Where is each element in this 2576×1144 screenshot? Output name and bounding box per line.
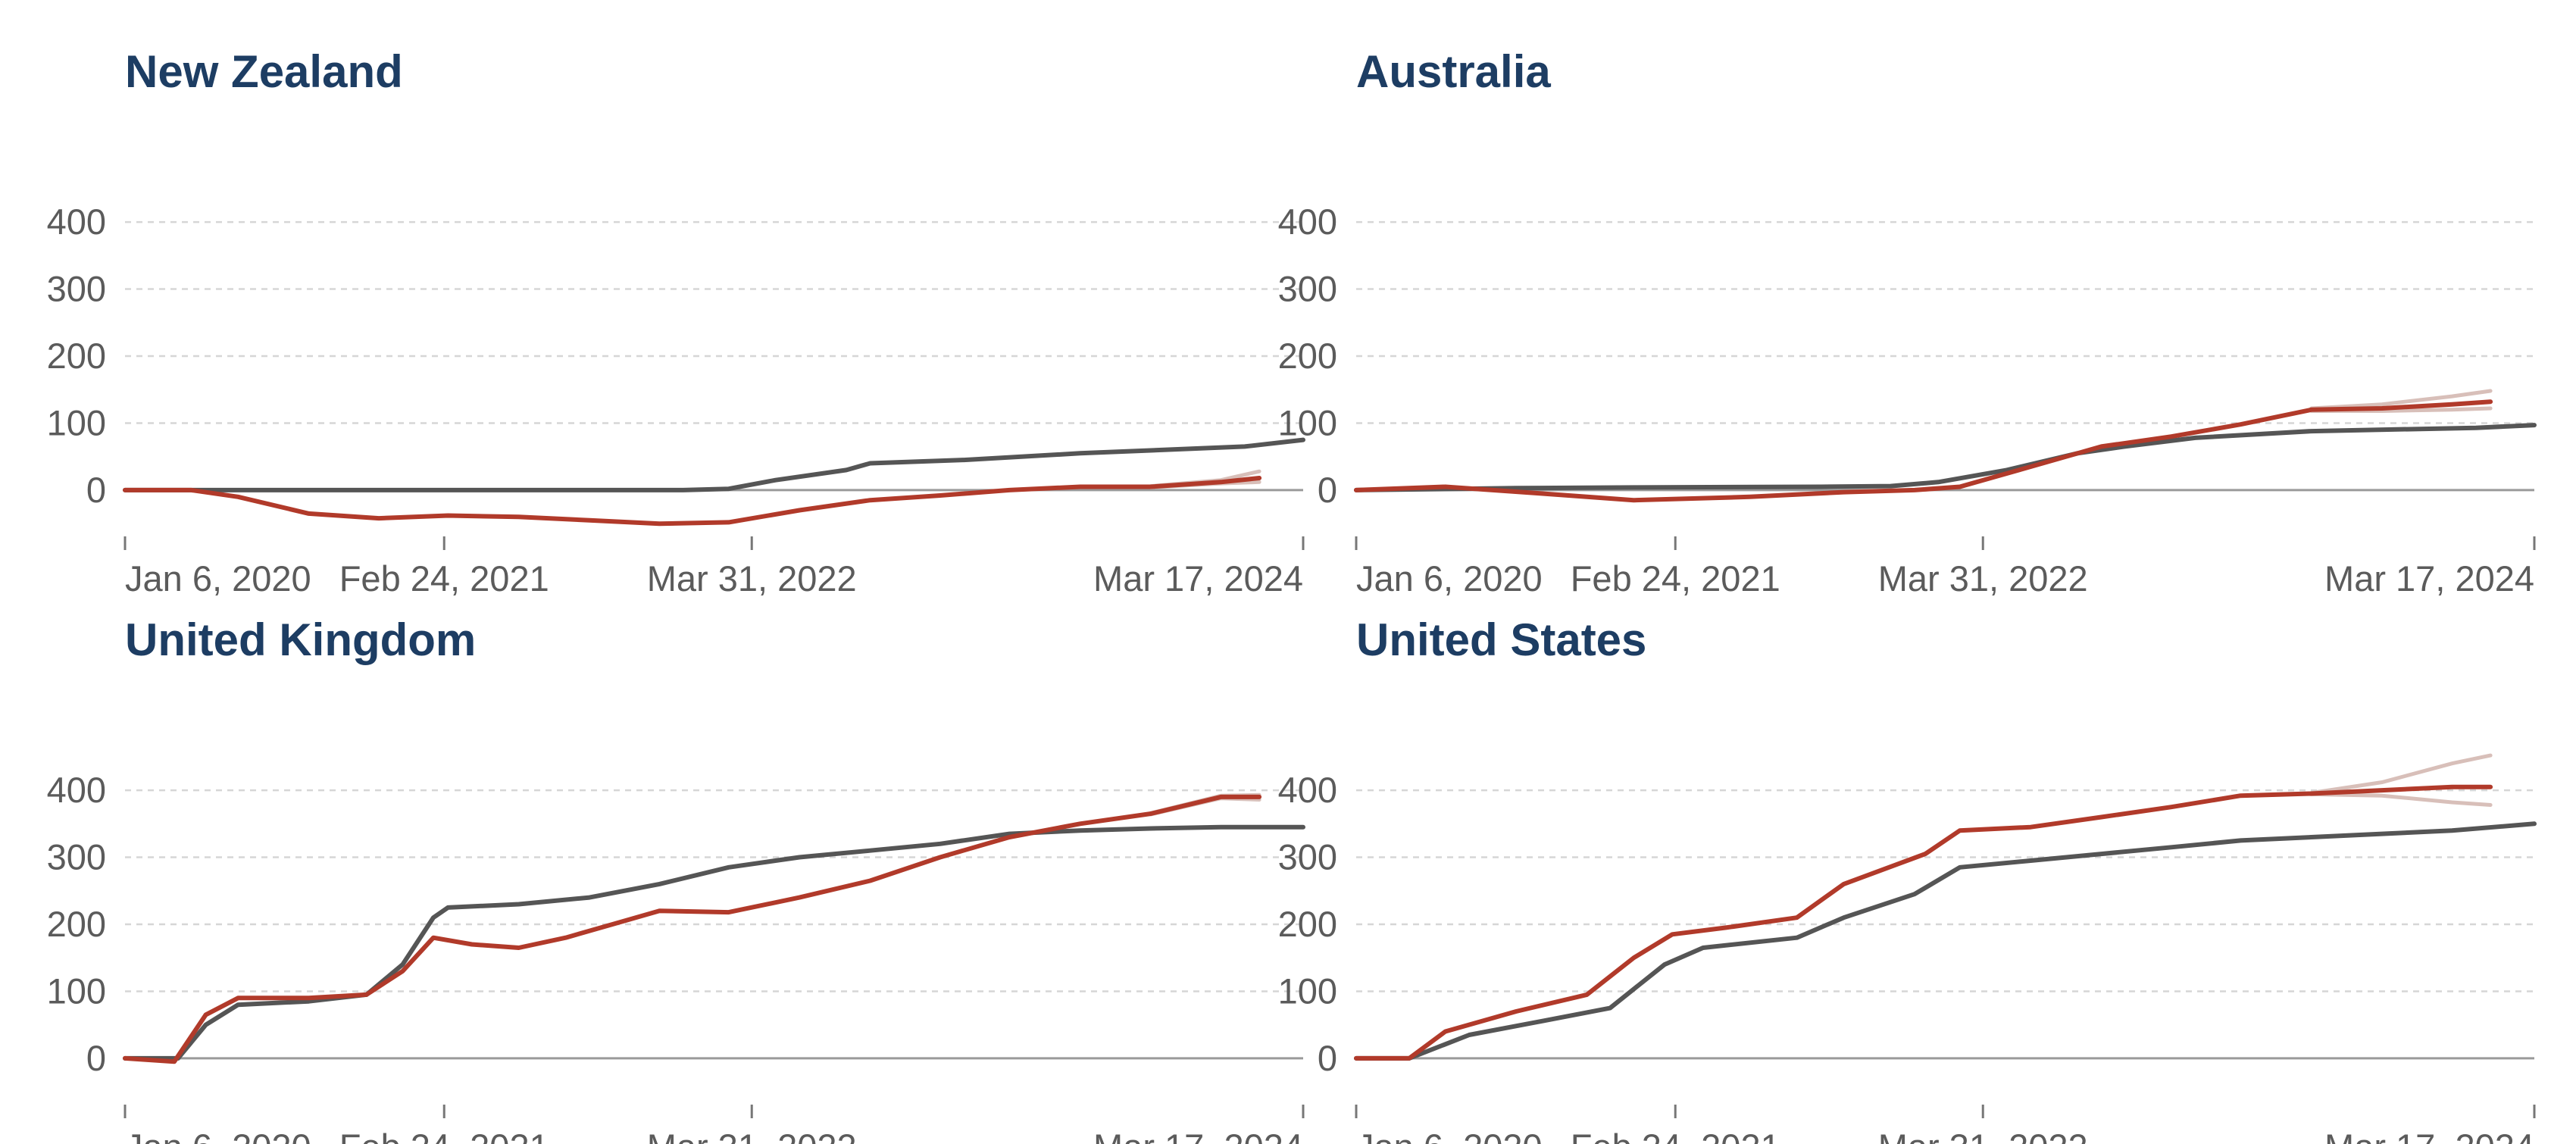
panel-united-kingdom: United Kingdom 0 100 200 300 400 Jan 6, 2020 F… [47, 614, 1352, 1144]
x-tick-label: Feb 24, 2021 [1571, 1127, 1780, 1144]
y-tick-label: 100 [1278, 402, 1337, 442]
chart-united-kingdom: 0 100 200 300 400 Jan 6, 2020 Feb 24, 2021 Mar … [47, 770, 1305, 1144]
x-tick-label: Jan 6, 2020 [1356, 558, 1543, 599]
chart-title: United Kingdom [125, 614, 477, 665]
series-line-excess-lower [2309, 792, 2493, 807]
x-tick-label: Mar 17, 2024 [2324, 1127, 2534, 1144]
y-tick-label: 0 [86, 470, 106, 510]
y-tick-label: 300 [1278, 837, 1337, 877]
x-tick-label: Jan 6, 2020 [125, 558, 311, 599]
y-tick-label: 200 [47, 336, 106, 376]
y-tick-label: 400 [1278, 202, 1337, 242]
y-tick-label: 0 [86, 1038, 106, 1078]
y-tick-label: 400 [1278, 770, 1337, 810]
series-line-confirmed [123, 437, 1305, 492]
chart-australia: 0 100 200 300 400 Jan 6, 2020 Feb 24, 2021 Mar … [1278, 202, 2537, 599]
series-line-excess-upper [2309, 389, 2493, 411]
y-tick-label: 300 [47, 837, 106, 877]
series-line-excess [123, 476, 1262, 527]
y-tick-label: 200 [1278, 336, 1337, 376]
y-tick-label: 200 [1278, 904, 1337, 944]
x-tick-label: Feb 24, 2021 [339, 1127, 549, 1144]
series-line-excess [1354, 399, 2493, 503]
x-tick-label: Feb 24, 2021 [339, 558, 549, 599]
series-line-excess [1354, 784, 2493, 1061]
chart-new-zealand: 0 100 200 300 400 Jan 6, 2020 Feb 24, 2021 Mar … [47, 202, 1305, 599]
chart-title: New Zealand [125, 46, 403, 97]
chart-united-states: 0 100 200 300 400 Jan 6, 2020 Feb 24, 2021 Mar … [1278, 753, 2537, 1144]
y-tick-label: 400 [47, 770, 106, 810]
series-line-excess-upper [2309, 753, 2493, 795]
x-tick-label: Mar 31, 2022 [647, 1127, 857, 1144]
y-tick-label: 200 [47, 904, 106, 944]
panel-new-zealand: New Zealand 0 100 200 300 400 Jan 6, 2020 Feb … [47, 45, 1352, 599]
y-tick-label: 0 [1318, 1038, 1337, 1078]
series-line-confirmed [123, 824, 1305, 1061]
x-tick-label: Mar 31, 2022 [1878, 558, 2088, 599]
chart-title: Australia [1356, 46, 1551, 97]
panel-united-states: United States 0 100 200 300 400 Jan 6, 2020 Fe… [1278, 614, 2576, 1144]
series-line-confirmed [1354, 423, 2537, 492]
y-tick-label: 100 [47, 402, 106, 442]
panel-australia: Australia 0 100 200 300 400 Jan 6, 2020 Feb 24… [1278, 45, 2576, 599]
y-tick-label: 300 [1278, 269, 1337, 309]
y-tick-label: 100 [47, 971, 106, 1011]
series-line-excess [123, 794, 1262, 1064]
y-tick-label: 100 [1278, 971, 1337, 1011]
chart-title: United States [1356, 614, 1647, 665]
x-tick-label: Mar 17, 2024 [2324, 558, 2534, 599]
y-tick-label: 300 [47, 269, 106, 309]
x-tick-label: Jan 6, 2020 [125, 1127, 311, 1144]
series-line-confirmed [1354, 821, 2537, 1061]
x-tick-label: Mar 31, 2022 [647, 558, 857, 599]
y-tick-label: 0 [1318, 470, 1337, 510]
x-tick-label: Mar 17, 2024 [1093, 558, 1303, 599]
x-tick-label: Feb 24, 2021 [1571, 558, 1780, 599]
y-tick-label: 400 [47, 202, 106, 242]
x-tick-label: Jan 6, 2020 [1356, 1127, 1543, 1144]
x-tick-label: Mar 31, 2022 [1878, 1127, 2088, 1144]
